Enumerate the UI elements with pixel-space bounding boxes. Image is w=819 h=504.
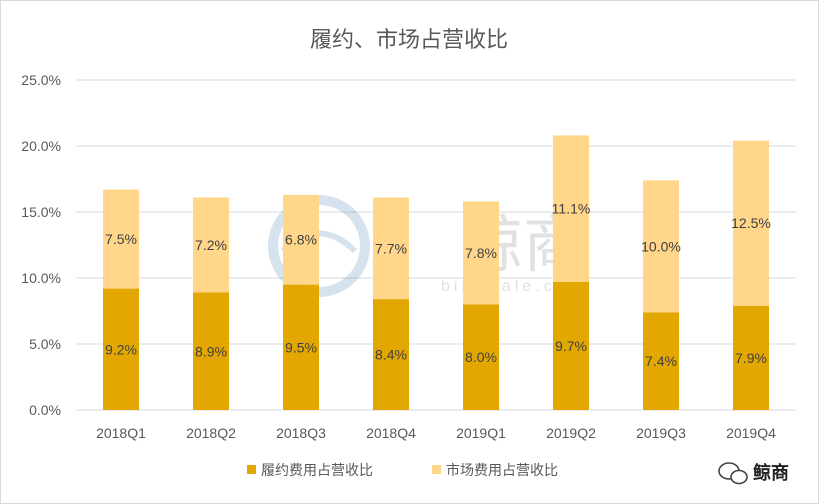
wechat-icon [718,462,748,485]
x-tick-label: 2018Q3 [276,425,326,441]
grid [76,79,796,411]
bar-marketing [103,189,139,289]
x-tick-label: 2019Q2 [546,425,596,441]
watermark-subtext: bizwhale.cn [441,278,569,295]
data-label-fulfillment: 8.0% [465,349,497,365]
legend-label-marketing: 市场费用占营收比 [446,462,558,479]
y-tick-label: 5.0% [29,336,61,352]
x-tick-label: 2019Q4 [726,425,776,441]
data-label-marketing: 12.5% [731,215,771,231]
bar-marketing [553,135,589,282]
data-label-fulfillment: 9.2% [105,341,137,357]
x-tick-label: 2019Q1 [456,425,506,441]
legend-swatch-fulfillment [247,465,256,474]
data-label-marketing: 7.8% [465,245,497,261]
legend-swatch-marketing [432,465,441,474]
y-tick-label: 25.0% [21,72,61,88]
brand-label: 鲸商 [753,462,789,484]
y-tick-label: 0.0% [29,402,61,418]
bars [103,135,769,410]
data-label-marketing: 6.8% [285,232,317,248]
bar-marketing [463,201,499,305]
data-label-marketing: 7.5% [105,231,137,247]
data-label-fulfillment: 8.4% [375,347,407,363]
bar-fulfillment [643,312,679,410]
bar-marketing [643,180,679,313]
data-label-fulfillment: 8.9% [195,343,227,359]
bar-fulfillment [553,281,589,410]
data-label-marketing: 7.2% [195,237,227,253]
bar-fulfillment [193,292,229,410]
data-labels: 9.2% 7.5% 8.9% 7.2% 9.5% 6.8% 8.4% 7.7% 8.0% 7.8%… [105,201,771,369]
y-tick-label: 10.0% [21,270,61,286]
data-label-fulfillment: 9.5% [285,339,317,355]
data-label-marketing: 10.0% [641,238,681,254]
x-axis: 2018Q1 2018Q2 2018Q3 2018Q4 2019Q1 2019Q2 2019… [96,425,776,441]
y-tick-label: 15.0% [21,204,61,220]
y-tick-label: 20.0% [21,138,61,154]
x-tick-label: 2019Q3 [636,425,686,441]
bar-fulfillment [463,304,499,410]
bar-marketing [193,197,229,293]
y-axis: 0.0% 5.0% 10.0% 15.0% 20.0% 25.0% [21,72,61,418]
data-label-fulfillment: 9.7% [555,338,587,354]
x-tick-label: 2018Q1 [96,425,146,441]
x-tick-label: 2018Q2 [186,425,236,441]
data-label-marketing: 7.7% [375,240,407,256]
bar-fulfillment [103,288,139,410]
legend: 履约费用占营收比 市场费用占营收比 [247,462,558,479]
legend-label-fulfillment: 履约费用占营收比 [261,463,373,479]
bar-marketing [283,194,319,285]
bar-marketing [373,197,409,300]
watermark: 鲸商 bizwhale.cn [268,195,585,297]
bar-fulfillment [283,284,319,410]
chart-title: 履约、市场占营收比 [310,28,508,53]
bar-marketing [733,140,769,306]
data-label-marketing: 11.1% [552,201,591,217]
x-tick-label: 2018Q4 [366,425,416,441]
bar-fulfillment [733,305,769,410]
brand-badge: 鲸商 [718,462,789,485]
data-label-fulfillment: 7.4% [645,353,677,369]
bar-fulfillment [373,299,409,410]
data-label-fulfillment: 7.9% [735,350,767,366]
